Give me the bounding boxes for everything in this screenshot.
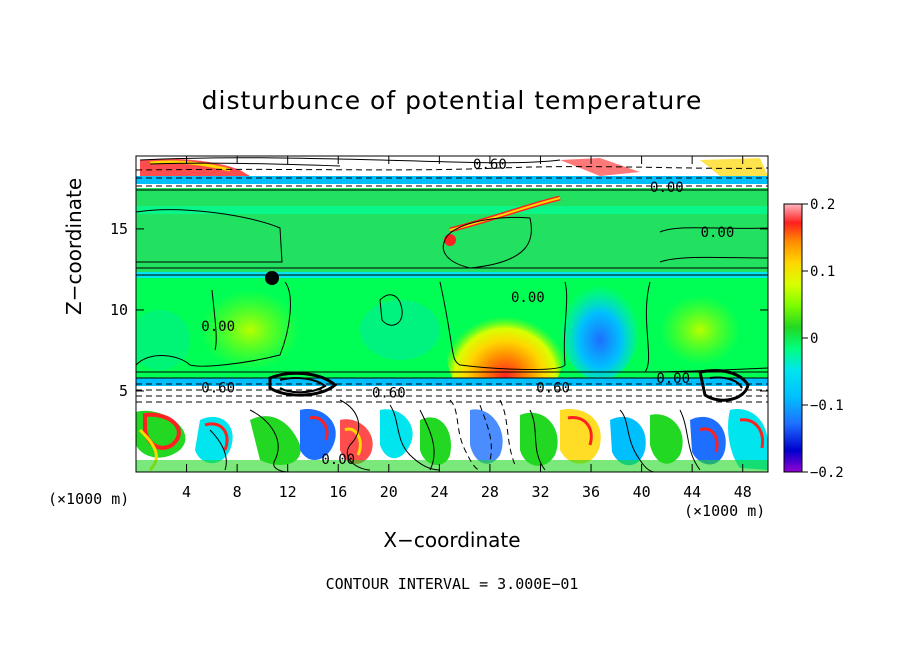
contour-label: 0.00 [321, 452, 355, 468]
contour-interval-note: CONTOUR INTERVAL = 3.000E−01 [325, 575, 579, 593]
contour-label: 0.00 [650, 180, 684, 196]
z-unit-label: (×1000 m) [48, 490, 130, 508]
contour-label: 0.60 [372, 386, 406, 402]
contour-label: 0.00 [511, 290, 545, 306]
colorbar-tick-label: −0.2 [810, 465, 844, 481]
x-tick-label: 28 [481, 483, 499, 501]
x-unit-label: (×1000 m) [684, 502, 766, 520]
colorbar-tick-label: 0.1 [810, 264, 835, 280]
contour-label: 0.00 [656, 371, 690, 387]
x-tick-label: 16 [329, 483, 347, 501]
y-tick-label: 10 [110, 301, 128, 319]
contour-label: 0.60 [536, 381, 570, 397]
contour-label: 0.60 [201, 381, 235, 397]
x-tick-label: 4 [182, 483, 191, 501]
chart-title: disturbunce of potential temperature [201, 86, 703, 115]
contour-labels: 0.60 0.00 0.00 0.00 0.00 0.00 0.60 0.60 0.60 0.00 [201, 157, 734, 468]
x-tick-label: 12 [279, 483, 297, 501]
x-tick-label: 44 [683, 483, 701, 501]
x-tick-label: 40 [633, 483, 651, 501]
contour-lines [136, 157, 768, 472]
x-tick-label: 32 [531, 483, 549, 501]
contour-label: 0.60 [473, 157, 507, 173]
x-tick-label: 24 [430, 483, 448, 501]
x-axis-title-text: X−coordinate [383, 528, 521, 552]
colorbar-ticks: 0.2 0.1 0 −0.1 −0.2 [802, 197, 844, 481]
y-axis: 5 10 15 [110, 220, 768, 400]
potential-temperature-field [136, 156, 768, 472]
x-tick-label: 8 [233, 483, 242, 501]
x-tick-label: 20 [380, 483, 398, 501]
colorbar-tick-label: 0 [810, 331, 818, 347]
colorbar-tick-label: 0.2 [810, 197, 835, 213]
contour-label: 0.00 [201, 319, 235, 335]
y-tick-label: 15 [110, 220, 128, 238]
colorbar [783, 203, 803, 473]
colorbar-tick-label: −0.1 [810, 398, 844, 414]
x-axis-title: X−coordinate [0, 528, 904, 552]
contour-label: 0.00 [701, 225, 735, 241]
x-tick-label: 48 [734, 483, 752, 501]
y-tick-label: 5 [119, 382, 128, 400]
x-axis: 4 8 12 16 20 24 28 32 36 40 44 48 [182, 156, 752, 501]
plot-frame [135, 155, 769, 473]
y-axis-title: Z−coordinate [62, 177, 86, 315]
x-tick-label: 36 [582, 483, 600, 501]
